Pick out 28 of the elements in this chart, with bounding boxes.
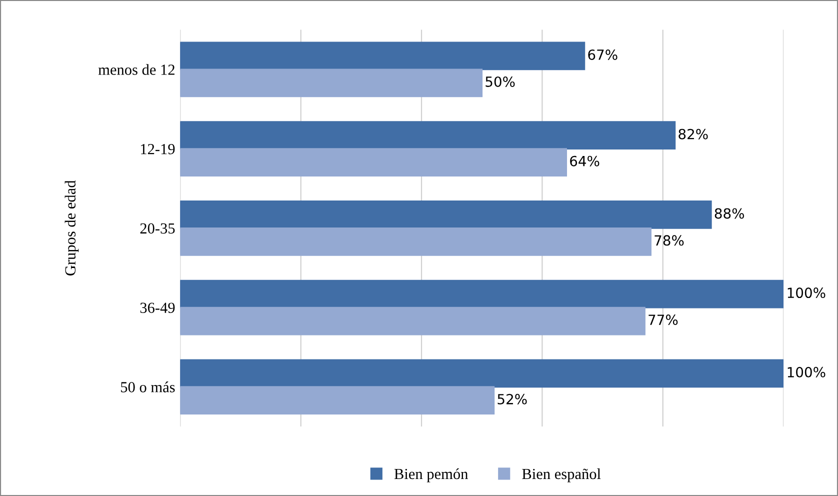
- legend-label: Bien español: [522, 468, 601, 482]
- data-label: 50%: [486, 76, 515, 87]
- y-tick-label: 12-19: [141, 144, 175, 154]
- data-label: 88%: [714, 208, 744, 219]
- y-tick-label: 36-49: [140, 302, 175, 313]
- bar: [180, 200, 712, 229]
- bar: [180, 227, 652, 256]
- data-label: 82%: [678, 128, 708, 140]
- y-axis-title: Grupos de edad: [64, 180, 79, 276]
- legend-label: Bien pemón: [394, 468, 468, 482]
- data-label: 77%: [648, 314, 678, 326]
- bar: [180, 121, 676, 150]
- bar: [180, 280, 784, 308]
- bar: [180, 148, 568, 176]
- bar: [180, 306, 646, 336]
- data-label: 67%: [588, 49, 618, 60]
- bar: [180, 42, 586, 70]
- data-label: 78%: [654, 235, 684, 246]
- data-label: 52%: [498, 394, 527, 404]
- data-label: 64%: [570, 156, 600, 166]
- y-tick-label: 20-35: [140, 223, 175, 234]
- data-label: 100%: [788, 366, 826, 378]
- bar: [180, 359, 784, 388]
- y-tick-label: menos de 12: [98, 64, 174, 75]
- y-tick-label: 50 o más: [121, 382, 175, 392]
- bar: [180, 68, 483, 98]
- bar: [180, 386, 495, 415]
- data-label: 100%: [788, 288, 826, 298]
